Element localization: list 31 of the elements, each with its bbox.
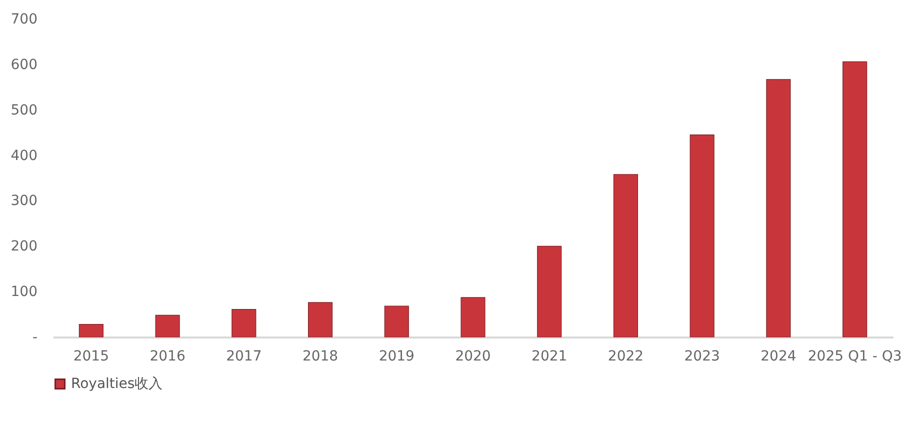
x-tick-label: 2021 [532, 348, 568, 364]
x-tick-label: 2023 [684, 348, 720, 364]
bar [766, 79, 791, 338]
y-tick-label: 300 [10, 193, 38, 210]
bar [308, 302, 333, 338]
bar [690, 134, 714, 338]
legend-label: Royalties收入 [71, 376, 163, 392]
x-tick-label: 2019 [378, 348, 414, 364]
bar [78, 324, 104, 338]
bar [537, 246, 562, 338]
x-tick-label: 2016 [150, 348, 186, 364]
bar [384, 306, 409, 338]
y-tick-label: 600 [10, 56, 38, 73]
x-tick-label: 2017 [226, 348, 262, 364]
x-tick-label: 2025 Q1 - Q3 [808, 348, 902, 364]
y-tick-label: 500 [10, 102, 38, 118]
bar [460, 297, 486, 338]
y-tick-label: 200 [10, 238, 38, 255]
bar [842, 61, 868, 338]
x-tick-label: 2015 [73, 348, 109, 364]
y-tick-label: 400 [10, 148, 38, 164]
x-tick-label: 2024 [760, 348, 796, 364]
y-tick-label: 100 [10, 284, 38, 300]
x-tick-label: 2022 [608, 348, 644, 364]
y-tick-label: - [32, 330, 38, 346]
bar [232, 308, 256, 338]
bar [155, 314, 180, 338]
x-tick-label: 2018 [302, 348, 338, 364]
bar [613, 174, 638, 338]
x-tick-label: 2020 [455, 348, 491, 364]
y-tick-label: 700 [10, 12, 38, 28]
